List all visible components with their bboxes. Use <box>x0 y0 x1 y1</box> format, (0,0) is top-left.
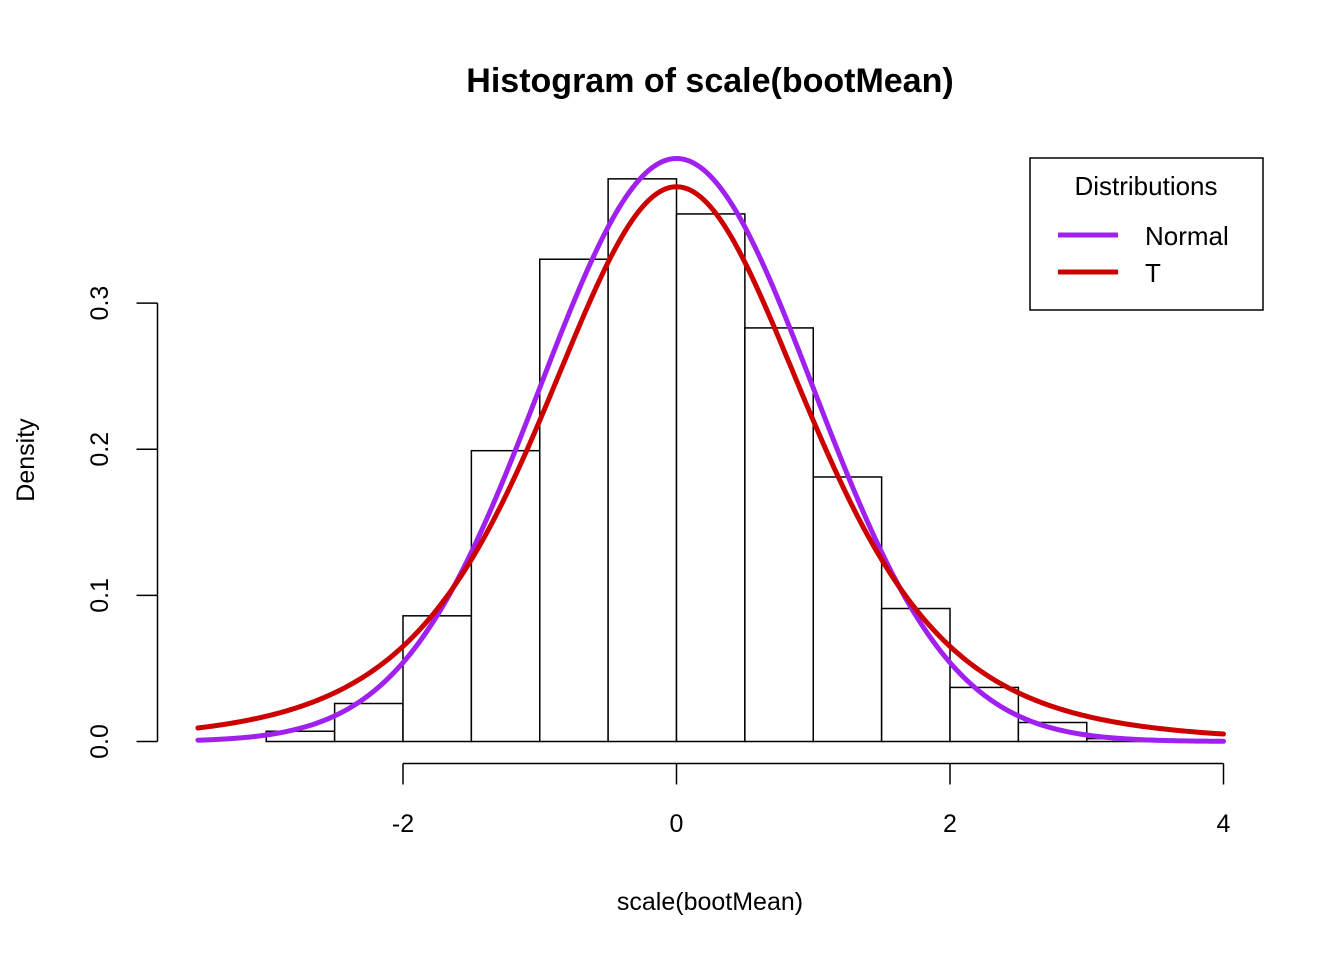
y-tick-label: 0.1 <box>86 578 114 613</box>
y-tick-label: 0.0 <box>86 724 114 759</box>
x-axis-label: scale(bootMean) <box>617 888 803 916</box>
density-curve-t <box>195 184 1226 737</box>
y-tick-label: 0.3 <box>86 286 114 321</box>
chart-title: Histogram of scale(bootMean) <box>466 62 953 100</box>
density-curves <box>195 155 1226 744</box>
histogram-bar <box>812 476 883 743</box>
histogram-bar <box>539 258 609 743</box>
y-axis: 0.0 0.1 0.2 0.3 <box>86 286 159 759</box>
histogram-bars <box>265 178 1156 743</box>
y-tick-label: 0.2 <box>86 432 114 467</box>
legend-label-normal: Normal <box>1145 221 1229 251</box>
histogram-bar <box>675 213 746 743</box>
x-axis: -2 0 2 4 <box>392 762 1231 838</box>
legend: Distributions Normal T <box>1029 157 1264 311</box>
x-tick-label: 4 <box>1217 810 1231 838</box>
legend-title: Distributions <box>1074 171 1217 201</box>
x-tick-label: 0 <box>670 810 684 838</box>
histogram-bar <box>1017 721 1088 743</box>
x-tick-label: 2 <box>943 810 957 838</box>
histogram-bar <box>880 607 951 743</box>
density-curve-normal <box>195 155 1226 744</box>
legend-label-t: T <box>1145 258 1161 288</box>
x-tick-label: -2 <box>392 810 414 838</box>
y-axis-label: Density <box>12 418 40 502</box>
histogram-bar <box>607 178 678 743</box>
